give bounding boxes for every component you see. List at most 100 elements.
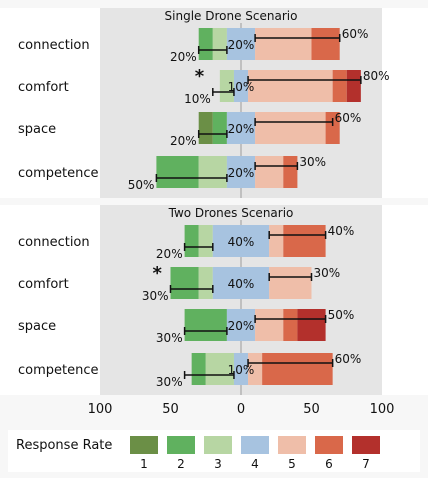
bar-segment-level-6 — [283, 156, 298, 188]
left-percent-label: 30% — [156, 331, 183, 345]
right-percent-label: 40% — [328, 224, 355, 238]
bar-segment-level-6 — [262, 353, 333, 385]
x-tick-label: 50 — [303, 402, 320, 417]
legend-swatch-3 — [204, 436, 232, 454]
legend-swatch-5 — [278, 436, 306, 454]
legend-level-label: 7 — [362, 457, 370, 471]
bar-segment-level-3 — [212, 28, 227, 60]
left-percent-label: 20% — [170, 134, 197, 148]
bar-segment-level-5 — [248, 70, 333, 102]
category-label: comfort — [18, 277, 69, 292]
row-comfort: comfort 30% 40% 30% * — [18, 263, 340, 303]
bar-segment-level-7 — [297, 309, 326, 341]
category-label: space — [18, 122, 56, 137]
category-label: connection — [18, 38, 90, 53]
right-percent-label: 60% — [335, 352, 362, 366]
legend-level-label: 1 — [140, 457, 148, 471]
legend: Response Rate 1 2 3 4 5 6 7 — [8, 430, 420, 472]
center-percent-label: 10% — [228, 80, 255, 94]
right-percent-label: 60% — [342, 27, 369, 41]
category-label: comfort — [18, 80, 69, 95]
bar-segment-level-5 — [255, 156, 284, 188]
left-percent-label: 30% — [156, 375, 183, 389]
row-space: space 30% 20% 50% — [18, 308, 354, 345]
center-percent-label: 40% — [228, 277, 255, 291]
bar-segment-level-4 — [226, 28, 256, 60]
bar-segment-level-5 — [269, 225, 284, 257]
legend-level-label: 5 — [288, 457, 296, 471]
legend-title: Response Rate — [16, 438, 112, 453]
left-percent-label: 20% — [156, 247, 183, 261]
bar-segment-level-5 — [269, 267, 312, 299]
x-tick-label: 0 — [237, 402, 245, 417]
row-competence: competence 30% 10% 60% — [18, 352, 361, 389]
bar-segment-level-6 — [283, 309, 298, 341]
bar-segment-level-2 — [184, 225, 199, 257]
bar-segment-level-2 — [170, 267, 199, 299]
center-percent-label: 10% — [228, 363, 255, 377]
center-percent-label: 40% — [228, 235, 255, 249]
bar-segment-level-5 — [248, 353, 263, 385]
legend-level-label: 6 — [325, 457, 333, 471]
bar-segment-level-5 — [255, 112, 326, 144]
left-percent-label: 10% — [184, 92, 211, 106]
category-label: space — [18, 319, 56, 334]
bar-segment-level-1 — [198, 112, 213, 144]
center-percent-label: 20% — [228, 122, 255, 136]
right-percent-label: 50% — [328, 308, 355, 322]
bar-segment-level-2 — [191, 353, 206, 385]
bar-segment-level-4 — [226, 156, 256, 188]
legend-swatch-1 — [130, 436, 158, 454]
bar-segment-level-6 — [332, 70, 347, 102]
bar-segment-level-5 — [255, 28, 312, 60]
bar-segment-level-3 — [198, 225, 213, 257]
category-label: competence — [18, 166, 99, 181]
legend-swatch-2 — [167, 436, 195, 454]
bar-segment-level-4 — [212, 225, 270, 257]
legend-level-label: 4 — [251, 457, 259, 471]
panel-two-drones: Two Drones Scenarioconnection20%40%40%co… — [0, 205, 428, 395]
bar-segment-level-2 — [212, 112, 227, 144]
bar-segment-level-3 — [205, 353, 234, 385]
bar-segment-level-4 — [226, 309, 256, 341]
bar-segment-level-2 — [198, 28, 213, 60]
bar-segment-level-3 — [198, 267, 213, 299]
row-connection: connection 20% 20% 60% — [18, 27, 368, 64]
bar-segment-level-4 — [226, 112, 256, 144]
legend-swatch-7 — [352, 436, 380, 454]
right-percent-label: 60% — [335, 111, 362, 125]
bar-segment-level-6 — [311, 28, 340, 60]
bar-segment-level-5 — [255, 309, 284, 341]
row-connection: connection 20% 40% 40% — [18, 224, 354, 261]
x-tick-label: 100 — [370, 402, 395, 417]
panel-title: Two Drones Scenario — [168, 206, 294, 220]
legend-level-label: 3 — [214, 457, 222, 471]
bar-segment-level-6 — [283, 225, 326, 257]
significance-star: * — [195, 66, 205, 87]
bar-segment-level-3 — [219, 70, 234, 102]
bar-segment-level-4 — [212, 267, 270, 299]
x-tick-label: 50 — [162, 402, 179, 417]
row-space: space 20% 20% 60% — [18, 111, 361, 148]
right-percent-label: 80% — [363, 69, 390, 83]
category-label: connection — [18, 235, 90, 250]
bar-segment-level-2 — [156, 156, 199, 188]
bar-segment-level-3 — [198, 156, 227, 188]
row-competence: competence 50% 20% 30% — [18, 155, 326, 192]
x-tick-label: 100 — [88, 402, 113, 417]
legend-swatch-6 — [315, 436, 343, 454]
center-percent-label: 20% — [228, 166, 255, 180]
row-comfort: comfort 10% 10% 80% * — [18, 66, 390, 106]
left-percent-label: 50% — [128, 178, 155, 192]
legend-swatch-4 — [241, 436, 269, 454]
bar-segment-level-4 — [233, 353, 249, 385]
bar-segment-level-2 — [184, 309, 227, 341]
bar-segment-level-4 — [233, 70, 249, 102]
bar-segment-level-6 — [325, 112, 340, 144]
left-percent-label: 20% — [170, 50, 197, 64]
right-percent-label: 30% — [314, 266, 341, 280]
right-percent-label: 30% — [299, 155, 326, 169]
panel-title: Single Drone Scenario — [165, 9, 298, 23]
